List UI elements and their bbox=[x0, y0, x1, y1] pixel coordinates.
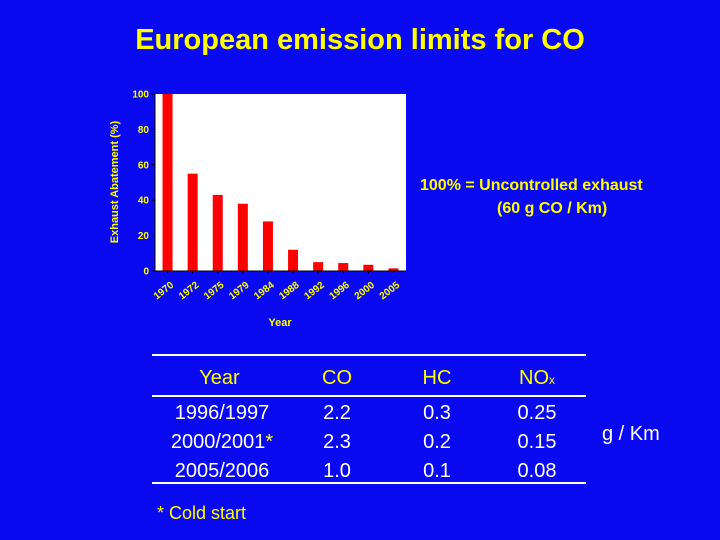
nox-row-3: 0.08 bbox=[517, 460, 557, 482]
x-axis-label: Year bbox=[268, 317, 292, 329]
cold-start-marker: * bbox=[265, 431, 274, 453]
bar-1988 bbox=[288, 249, 299, 271]
bar-1970 bbox=[162, 94, 173, 271]
unit-label: g / Km bbox=[602, 423, 660, 445]
cold-start-footnote: * Cold start bbox=[157, 503, 247, 523]
note-reference-value: (60 g CO / Km) bbox=[497, 200, 608, 217]
hc-row-2: 0.2 bbox=[423, 431, 451, 453]
x-tick-label-1970: 1970 bbox=[152, 280, 177, 303]
y-tick-label-100: 100 bbox=[132, 90, 149, 101]
hc-row-3: 0.1 bbox=[423, 460, 451, 482]
x-tick-label-1988: 1988 bbox=[277, 280, 302, 303]
x-tick-label-2000: 2000 bbox=[353, 280, 378, 303]
bar-2005 bbox=[388, 268, 399, 271]
x-tick-label-1984: 1984 bbox=[252, 280, 277, 303]
note-uncontrolled-exhaust: 100% = Uncontrolled exhaust bbox=[420, 177, 643, 194]
co-row-3: 1.0 bbox=[323, 460, 351, 482]
bar-2000 bbox=[363, 264, 374, 271]
year-row-2: 2000/2001* bbox=[152, 428, 292, 457]
bar-1975 bbox=[212, 194, 223, 271]
header-nox: NOx bbox=[492, 364, 582, 395]
table-header-rule bbox=[152, 395, 586, 397]
bar-1972 bbox=[187, 173, 198, 271]
header-year: Year bbox=[199, 367, 240, 389]
bar-1992 bbox=[313, 262, 324, 271]
bar-1996 bbox=[338, 263, 349, 271]
bar-1979 bbox=[237, 203, 248, 271]
nox-column: 0.25 0.15 0.08 bbox=[492, 399, 582, 486]
hc-column: 0.3 0.2 0.1 bbox=[392, 399, 482, 486]
year-row-3: 2005/2006 bbox=[174, 460, 270, 482]
y-tick-label-20: 20 bbox=[138, 231, 150, 242]
y-tick-label-0: 0 bbox=[143, 267, 149, 278]
nox-row-1: 0.25 bbox=[517, 402, 557, 424]
co-column: 2.2 2.3 1.0 bbox=[292, 399, 382, 486]
co-row-2: 2.3 bbox=[323, 431, 351, 453]
x-tick-label-1996: 1996 bbox=[328, 280, 353, 303]
table-bottom-rule bbox=[152, 482, 586, 484]
x-tick-label-2005: 2005 bbox=[378, 280, 403, 303]
y-tick-label-60: 60 bbox=[138, 160, 150, 171]
header-nox-main: NO bbox=[519, 367, 549, 389]
slide-title: European emission limits for CO bbox=[135, 24, 585, 56]
table-top-rule bbox=[152, 354, 586, 356]
header-co: CO bbox=[322, 367, 352, 389]
header-nox-subscript: x bbox=[549, 373, 555, 387]
x-tick-label-1992: 1992 bbox=[302, 280, 327, 303]
x-tick-label-1972: 1972 bbox=[177, 280, 202, 303]
year-column: 1996/1997 2000/2001* 2005/2006 bbox=[152, 399, 292, 486]
x-tick-label-1975: 1975 bbox=[202, 280, 227, 303]
hc-row-1: 0.3 bbox=[423, 402, 451, 424]
y-tick-label-40: 40 bbox=[138, 196, 150, 207]
year-row-2-text: 2000/2001 bbox=[170, 431, 266, 453]
x-tick-label-1979: 1979 bbox=[227, 280, 252, 303]
emission-limits-table: Year CO HC NOx 1996/1997 2000/2001* 2005… bbox=[152, 354, 586, 484]
header-hc: HC bbox=[422, 367, 452, 389]
nox-row-2: 0.15 bbox=[517, 431, 557, 453]
bar-1984 bbox=[262, 221, 273, 271]
co-row-1: 2.2 bbox=[323, 402, 351, 424]
y-tick-label-80: 80 bbox=[138, 125, 150, 136]
year-row-1: 1996/1997 bbox=[174, 402, 270, 424]
y-axis-label: Exhaust Abatement (%) bbox=[109, 120, 121, 243]
